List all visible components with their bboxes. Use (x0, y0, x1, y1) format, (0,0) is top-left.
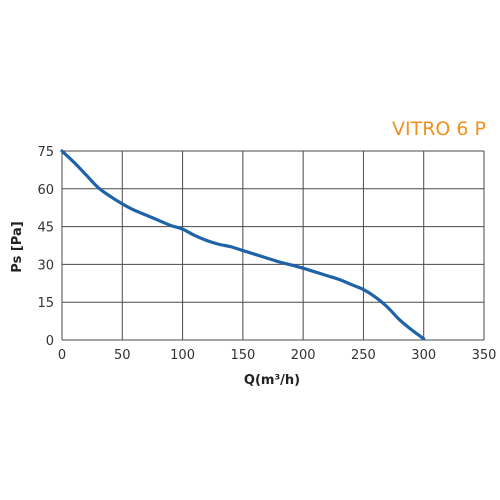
tick-labels: 0 50 100 150 200 250 300 350 0 15 30 45 60 75 (37, 145, 496, 363)
x-tick-label: 100 (170, 348, 195, 363)
grid (61, 150, 485, 341)
x-tick-label: 200 (291, 348, 316, 363)
series-line (60, 149, 426, 341)
x-tick-label: 350 (472, 348, 497, 363)
y-tick-label: 75 (37, 145, 54, 160)
y-tick-label: 0 (46, 334, 54, 349)
x-tick-label: 50 (114, 348, 131, 363)
x-tick-label: 150 (230, 348, 255, 363)
y-tick-label: 60 (37, 183, 54, 198)
x-tick-label: 300 (411, 348, 436, 363)
x-tick-label: 250 (351, 348, 376, 363)
y-tick-label: 30 (37, 258, 54, 273)
x-tick-label: 0 (58, 348, 66, 363)
chart-title: VITRO 6 P (392, 118, 486, 140)
y-axis-title: Ps [Pa] (10, 221, 25, 272)
series (60, 149, 426, 341)
y-tick-label: 15 (37, 296, 54, 311)
x-axis-title: Q(m³/h) (244, 373, 300, 388)
y-tick-label: 45 (37, 221, 54, 236)
